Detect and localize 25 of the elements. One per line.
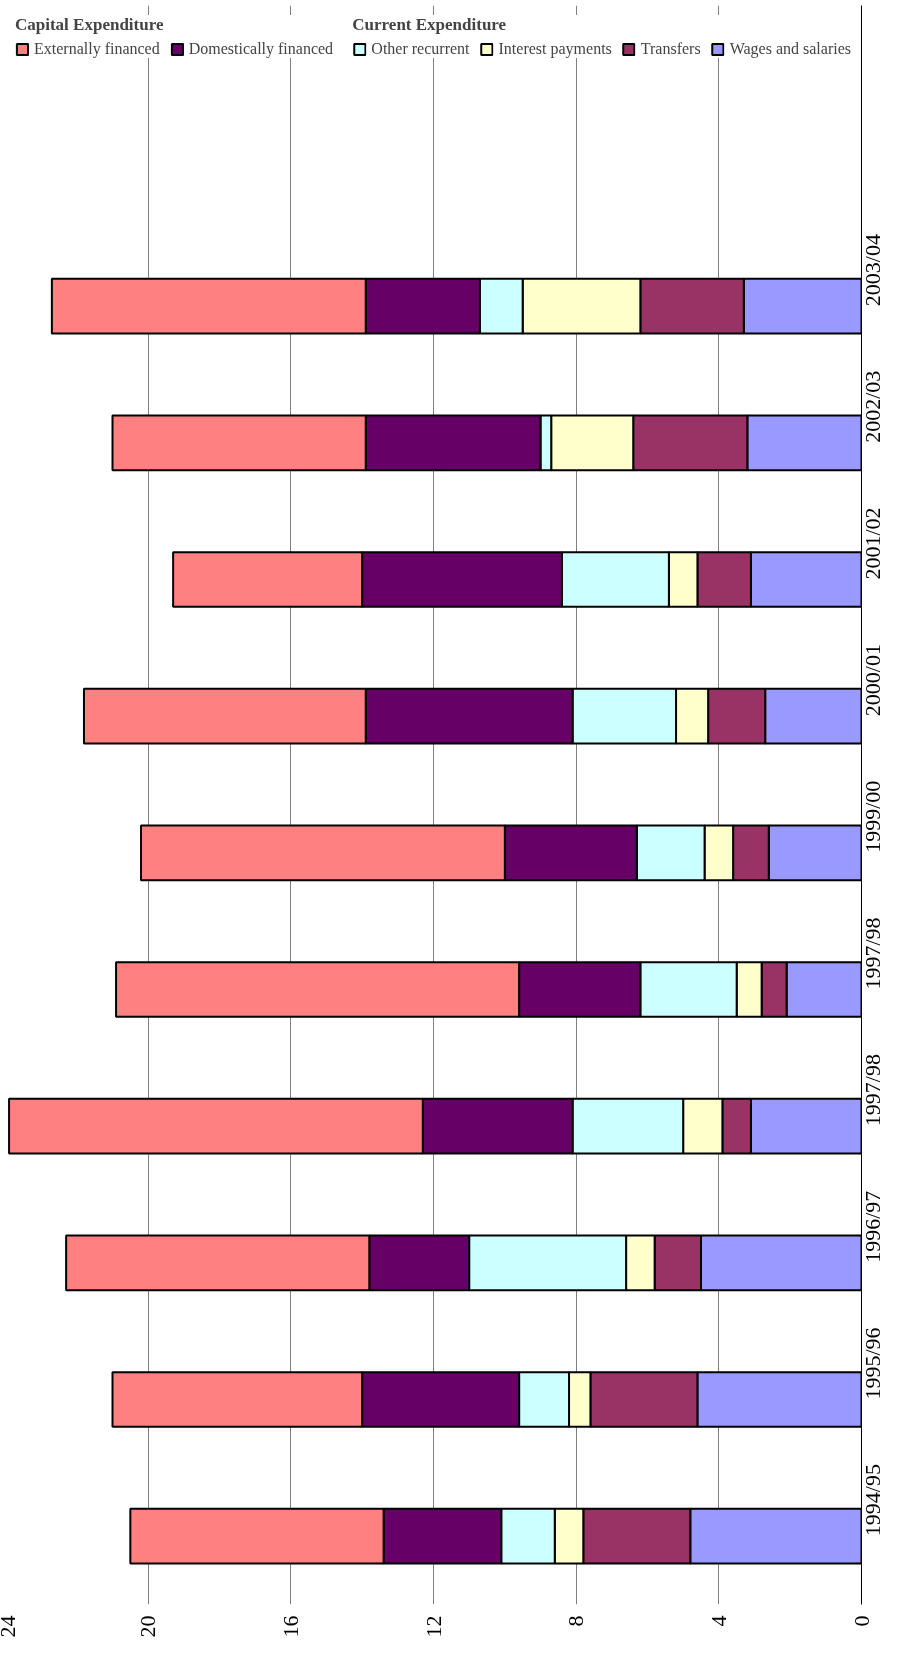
y-tick-label: 1994/95 — [860, 1464, 885, 1537]
y-tick-label: 2003/04 — [860, 234, 885, 307]
x-tick-label: 0 — [848, 1615, 874, 1627]
x-tick-label: 20 — [135, 1615, 161, 1638]
y-tick-label: 1995/96 — [860, 1327, 885, 1400]
x-tick-label: 12 — [420, 1615, 446, 1638]
text: Capital Expenditure — [15, 15, 165, 35]
legend-label: Transfers — [640, 40, 701, 58]
y-tick-label: 1996/97 — [860, 1190, 885, 1263]
x-tick-label: 24 — [0, 1615, 20, 1638]
legend-label: Externally financed — [34, 40, 160, 58]
y-tick-label: 1997/98 — [860, 1054, 885, 1127]
legend-label: Other recurrent — [371, 40, 470, 58]
y-tick-label: 2001/02 — [860, 507, 885, 580]
legend-label: Domestically financed — [188, 40, 334, 58]
y-tick-label: 2002/03 — [860, 370, 885, 443]
text: Current Expenditure — [352, 15, 508, 35]
x-tick-label: 4 — [705, 1615, 731, 1627]
legend-label: Wages and salaries — [729, 40, 851, 58]
x-tick-label: 16 — [277, 1615, 303, 1638]
y-tick-label: 2000/01 — [860, 644, 885, 717]
legend-label: Interest payments — [498, 40, 612, 58]
y-tick-label: 1997/98 — [860, 917, 885, 990]
x-tick-label: 8 — [563, 1615, 589, 1627]
y-tick-label: 1999/00 — [860, 780, 885, 853]
